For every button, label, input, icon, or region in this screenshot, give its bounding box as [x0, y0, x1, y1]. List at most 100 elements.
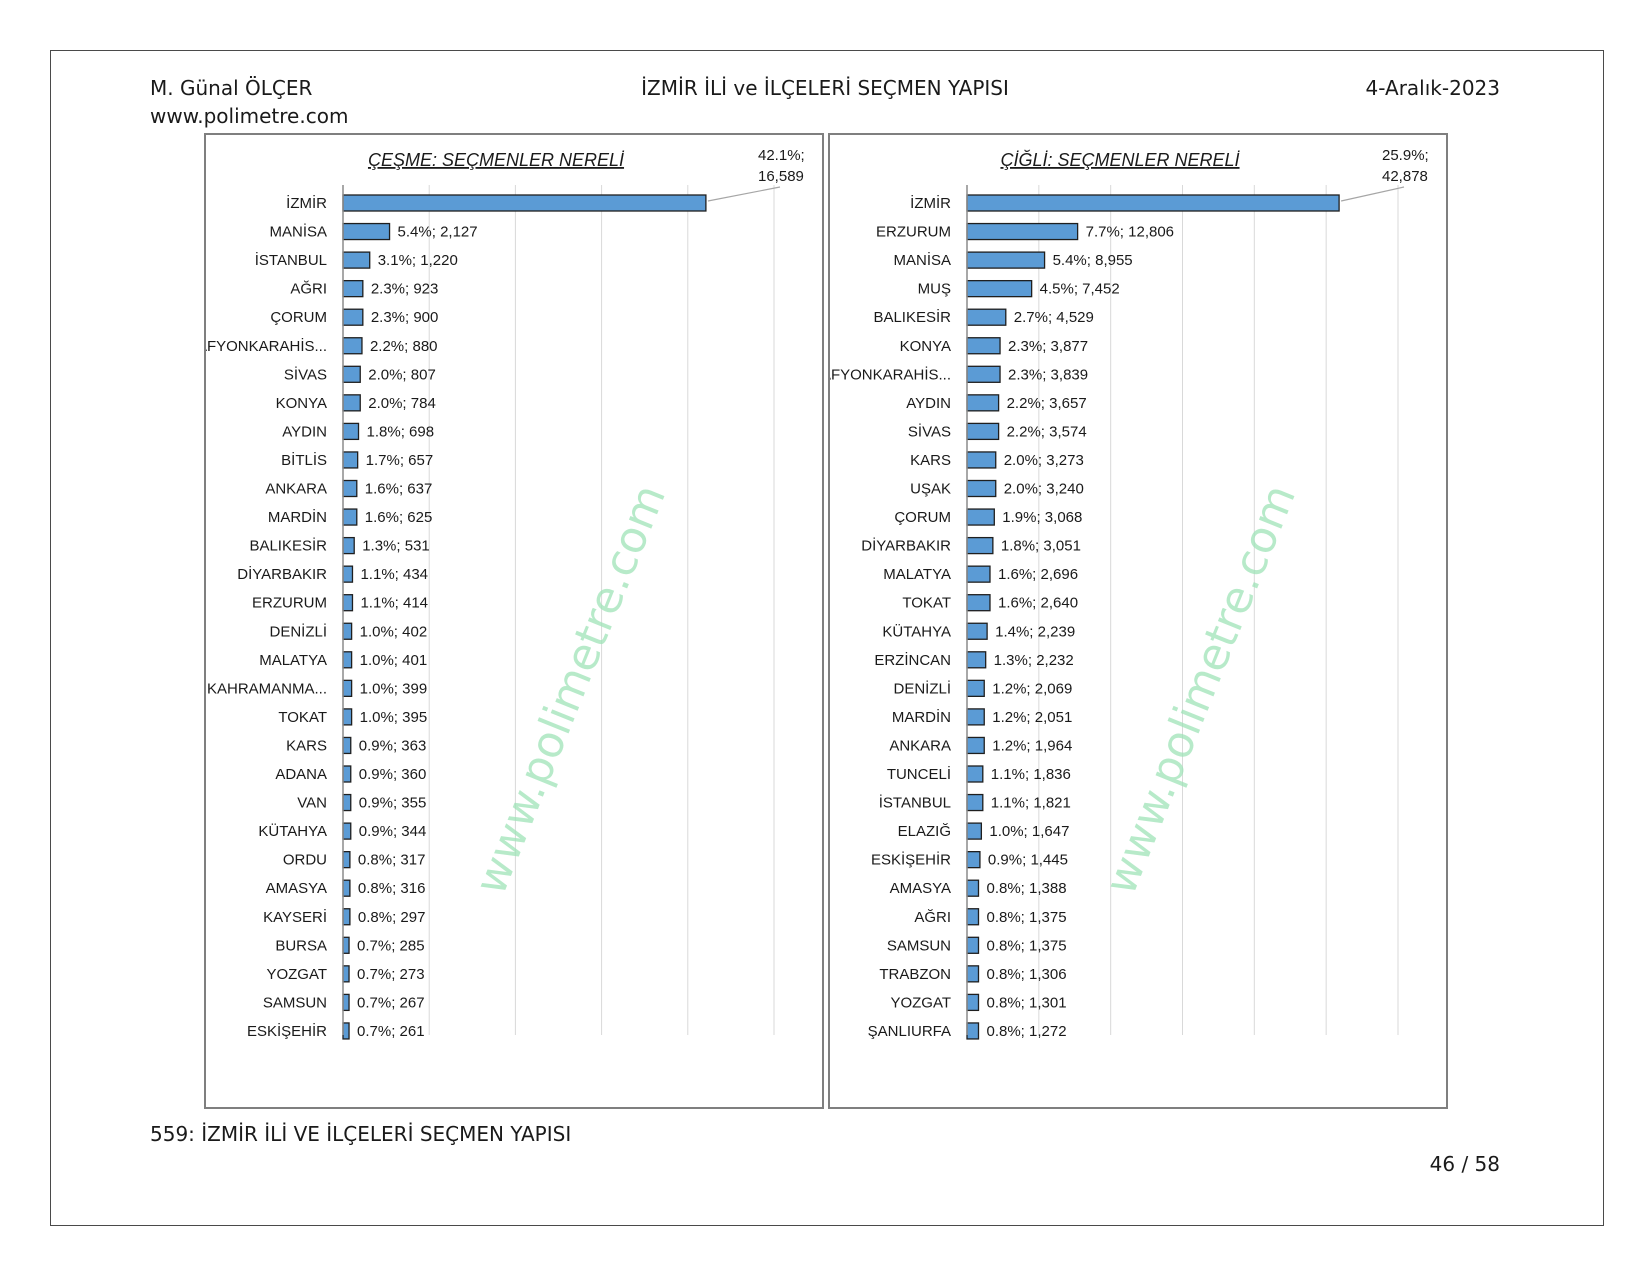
- data-label: 2.0%; 3,273: [1004, 452, 1084, 469]
- category-label: ESKİŞEHİR: [247, 1022, 327, 1040]
- bar-cigli-21: [966, 793, 984, 812]
- bar-cesme-19: [342, 736, 352, 755]
- watermark: www.polimetre.com: [465, 478, 676, 902]
- bar-cigli-0: [966, 194, 1340, 212]
- bar-cigli-15: [966, 622, 988, 640]
- bar-cigli-5: [966, 337, 1001, 355]
- bar-cesme-25: [342, 908, 351, 926]
- bar-cesme-29: [342, 1022, 350, 1040]
- data-label: 0.9%; 360: [359, 766, 427, 783]
- data-label: 1.4%; 2,239: [995, 623, 1075, 640]
- category-label: MALATYA: [259, 652, 327, 669]
- category-label: ELAZIĞ: [898, 823, 951, 840]
- category-label: DİYARBAKIR: [237, 565, 327, 583]
- data-label: 2.2%; 880: [370, 338, 438, 355]
- bar-cesme-26: [342, 936, 350, 954]
- chart-cigli: ÇİĞLİ: SEÇMENLER NERELİ www.polimetre.com…: [830, 147, 1429, 1040]
- data-label: 5.4%; 8,955: [1053, 252, 1133, 269]
- category-label: SİVAS: [908, 422, 951, 440]
- data-label: 1.1%; 434: [360, 566, 428, 583]
- bar-cigli-16: [966, 651, 987, 669]
- page-number: 46 / 58: [1429, 1152, 1500, 1176]
- data-label: 1.0%; 1,647: [989, 823, 1069, 840]
- bar-cigli-22: [966, 822, 983, 840]
- author-name: M. Günal ÖLÇER: [150, 76, 313, 100]
- label-leader-line: [1340, 186, 1405, 202]
- bar-cigli-3: [966, 279, 1033, 298]
- website-url: www.polimetre.com: [150, 104, 349, 128]
- page-frame: [50, 50, 1604, 1226]
- bar-cesme-4: [342, 308, 364, 326]
- category-label: İSTANBUL: [255, 251, 327, 269]
- data-label: 1.8%; 698: [367, 423, 435, 440]
- data-label: 3.1%; 1,220: [378, 252, 458, 269]
- category-label: YOZGAT: [266, 966, 327, 983]
- bar-cigli-6: [966, 365, 1001, 383]
- category-label: KAYSERİ: [263, 908, 327, 926]
- bar-cesme-12: [342, 536, 355, 555]
- category-label: İZMİR: [286, 194, 327, 212]
- bar-cesme-16: [342, 651, 353, 669]
- bar-cigli-29: [966, 1022, 980, 1040]
- category-label: KÜTAHYA: [258, 822, 327, 840]
- category-label: ERZURUM: [876, 224, 951, 241]
- bar-cesme-24: [342, 879, 351, 897]
- data-label: 0.7%; 273: [357, 966, 425, 983]
- bar-cesme-11: [342, 508, 358, 526]
- category-label: İZMİR: [910, 194, 951, 212]
- category-label: ÇORUM: [894, 509, 951, 526]
- document-title: İZMİR İLİ ve İLÇELERİ SEÇMEN YAPISI: [641, 76, 1009, 100]
- data-label: 1.9%; 3,068: [1002, 509, 1082, 526]
- data-label: 0.8%; 1,301: [986, 994, 1066, 1011]
- category-label: AYDIN: [282, 423, 327, 440]
- category-label: VAN: [297, 795, 327, 812]
- category-label: TOKAT: [278, 709, 327, 726]
- data-label: 2.0%; 807: [368, 366, 436, 383]
- category-label: TRABZON: [879, 966, 951, 983]
- category-label: AMASYA: [890, 880, 951, 897]
- category-label: MARDİN: [268, 508, 327, 526]
- bar-cigli-28: [966, 993, 980, 1012]
- data-label: 1.2%; 2,069: [992, 680, 1072, 697]
- data-label: 0.9%; 1,445: [988, 852, 1068, 869]
- bar-cesme-8: [342, 422, 360, 441]
- data-label: 2.3%; 3,877: [1008, 338, 1088, 355]
- bar-cigli-18: [966, 708, 985, 726]
- data-label: 0.7%; 261: [357, 1023, 425, 1040]
- category-label: BİTLİS: [281, 451, 327, 469]
- category-label: SAMSUN: [263, 994, 327, 1011]
- category-label: DENİZLİ: [893, 679, 951, 697]
- category-label: KARS: [286, 737, 327, 754]
- bar-cesme-0: [342, 194, 707, 212]
- chart-cesme: ÇEŞME: SEÇMENLER NERELİ www.polimetre.com…: [206, 147, 805, 1040]
- chart-title: ÇEŞME: SEÇMENLER NERELİ: [368, 150, 625, 170]
- category-label: ADANA: [275, 766, 327, 783]
- bar-cesme-21: [342, 793, 352, 812]
- data-label: 2.3%; 923: [371, 281, 439, 298]
- bar-cigli-11: [966, 508, 995, 526]
- data-label: 1.8%; 3,051: [1001, 538, 1081, 555]
- data-label: 0.8%; 317: [358, 852, 426, 869]
- category-label: KONYA: [900, 338, 951, 355]
- category-label: TOKAT: [902, 595, 951, 612]
- document-date: 4-Aralık-2023: [1365, 76, 1500, 100]
- data-label: 1.1%; 414: [360, 595, 428, 612]
- bar-cigli-9: [966, 451, 997, 469]
- bar-cesme-2: [342, 251, 371, 269]
- category-label: ESKİŞEHİR: [871, 851, 951, 869]
- bar-cesme-20: [342, 765, 352, 783]
- data-label: 5.4%; 2,127: [398, 224, 478, 241]
- bar-cigli-2: [966, 251, 1046, 269]
- category-label: ERZİNCAN: [874, 651, 951, 669]
- bar-cesme-28: [342, 993, 350, 1012]
- bar-cigli-20: [966, 765, 984, 783]
- data-label: 2.0%; 784: [368, 395, 436, 412]
- bar-cigli-17: [966, 679, 985, 697]
- bar-cigli-14: [966, 594, 991, 612]
- bar-cesme-5: [342, 337, 363, 355]
- category-label: AĞRI: [914, 909, 951, 926]
- data-label: 1.0%; 399: [360, 680, 428, 697]
- data-label: 1.0%; 395: [360, 709, 428, 726]
- category-label: SAMSUN: [887, 937, 951, 954]
- data-label: 1.7%; 657: [366, 452, 434, 469]
